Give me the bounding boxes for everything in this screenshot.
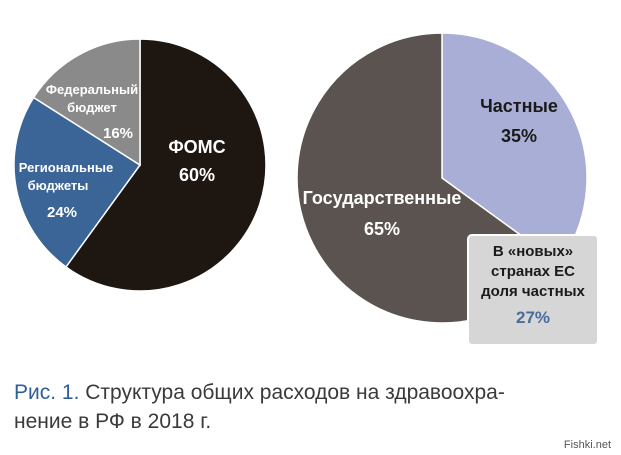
regional-label-line1: Региональные	[19, 160, 113, 175]
regional-label-line2: бюджеты	[28, 178, 89, 193]
pie-slice-private	[441, 32, 588, 265]
callout-line1: В «новых»	[493, 243, 573, 260]
caption-line2: нение в РФ в 2018 г.	[14, 410, 212, 433]
pie-chart-funding-sources	[13, 38, 267, 292]
foms-label: ФОМС	[168, 137, 225, 157]
pie-slice-regional	[13, 96, 142, 268]
foms-value: 60%	[179, 165, 215, 185]
state-value: 65%	[364, 219, 400, 239]
caption-line1: Структура общих расходов на здравоохра-	[85, 381, 505, 404]
callout-box	[467, 234, 599, 346]
figure-caption: Рис. 1. Структура общих расходов на здра…	[14, 378, 604, 436]
figure-number: Рис. 1.	[14, 381, 80, 404]
federal-value: 16%	[103, 125, 133, 142]
federal-label-line1: Федеральный	[46, 82, 138, 97]
private-label: Частные	[480, 96, 558, 116]
callout-value: 27%	[516, 308, 550, 327]
pie-slice-foms	[64, 38, 267, 292]
private-value: 35%	[501, 126, 537, 146]
watermark: Fishki.net	[563, 439, 611, 451]
callout-line3: доля частных	[481, 283, 585, 300]
regional-value: 24%	[47, 204, 77, 221]
callout-line2: странах ЕС	[491, 263, 575, 280]
state-label: Государственные	[303, 188, 462, 208]
pie-slice-federal	[32, 38, 141, 167]
federal-label-line2: бюджет	[67, 100, 117, 115]
